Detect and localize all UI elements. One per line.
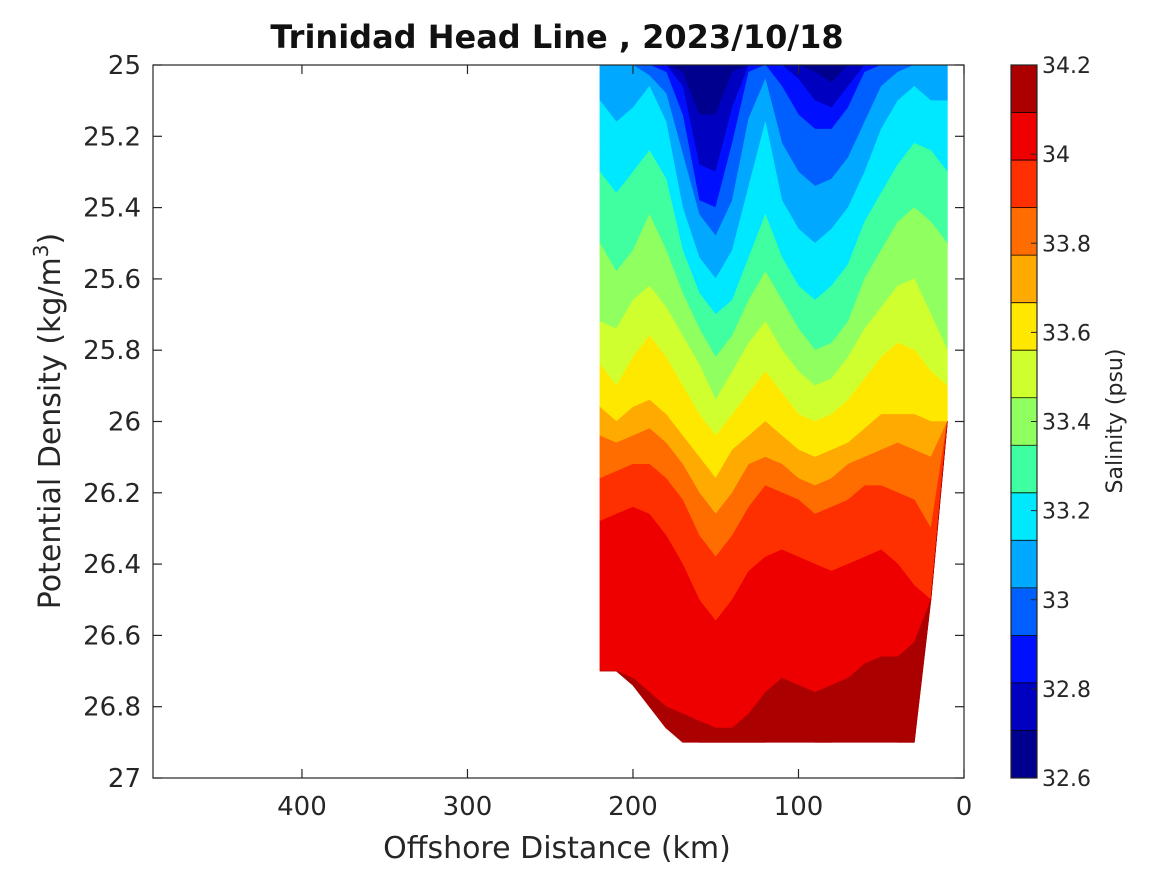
x-axis: 400 300 200 100 0 bbox=[277, 65, 972, 822]
colorbar-segment bbox=[1011, 587, 1037, 636]
y-tick-label: 25.2 bbox=[83, 122, 141, 152]
colorbar-segment bbox=[1011, 302, 1037, 351]
colorbar-segment bbox=[1011, 255, 1037, 304]
colorbar-tick-label: 33.6 bbox=[1042, 321, 1091, 346]
colorbar bbox=[1011, 65, 1037, 779]
plot-area bbox=[599, 64, 948, 743]
y-tick-label: 25.4 bbox=[83, 194, 141, 224]
colorbar-segment bbox=[1011, 112, 1037, 161]
colorbar-segment bbox=[1011, 207, 1037, 256]
x-tick-label: 0 bbox=[956, 792, 973, 822]
colorbar-segment bbox=[1011, 65, 1037, 114]
x-axis-label: Offshore Distance (km) bbox=[383, 831, 731, 866]
y-tick-label: 27 bbox=[108, 764, 141, 794]
y-tick-label: 26.8 bbox=[83, 693, 141, 723]
colorbar-tick-label: 32.8 bbox=[1042, 678, 1091, 703]
colorbar-segment bbox=[1011, 445, 1037, 494]
colorbar-segment bbox=[1011, 350, 1037, 399]
colorbar-segment bbox=[1011, 540, 1037, 589]
colorbar-tick-label: 34.2 bbox=[1042, 54, 1091, 79]
x-tick-label: 100 bbox=[774, 792, 824, 822]
colorbar-tick-label: 33.2 bbox=[1042, 500, 1091, 525]
colorbar-tick-label: 33.4 bbox=[1042, 411, 1091, 436]
y-tick-label: 26 bbox=[108, 408, 141, 438]
y-tick-label: 25.8 bbox=[83, 336, 141, 366]
y-tick-label: 26.2 bbox=[83, 479, 141, 509]
colorbar-ticks: 32.6 32.8 33 33.2 33.4 33.6 33.8 34 34.2 bbox=[1031, 54, 1091, 792]
x-tick-label: 400 bbox=[277, 792, 327, 822]
colorbar-tick-label: 33 bbox=[1042, 589, 1070, 614]
y-tick-label: 25.6 bbox=[83, 265, 141, 295]
colorbar-segment bbox=[1011, 682, 1037, 731]
contour-band bbox=[599, 421, 948, 743]
colorbar-segment bbox=[1011, 635, 1037, 684]
colorbar-segment bbox=[1011, 492, 1037, 541]
x-tick-label: 200 bbox=[608, 792, 658, 822]
colorbar-tick-label: 32.6 bbox=[1042, 767, 1091, 792]
y-tick-label: 25 bbox=[108, 51, 141, 81]
chart-title: Trinidad Head Line , 2023/10/18 bbox=[270, 18, 843, 56]
y-tick-label: 26.6 bbox=[83, 621, 141, 651]
colorbar-tick-label: 33.8 bbox=[1042, 232, 1091, 257]
y-tick-label: 26.4 bbox=[83, 550, 141, 580]
colorbar-label: Salinity (psu) bbox=[1103, 349, 1128, 494]
colorbar-segment bbox=[1011, 730, 1037, 779]
x-tick-label: 300 bbox=[443, 792, 493, 822]
colorbar-tick-label: 34 bbox=[1042, 143, 1070, 168]
y-axis-label: Potential Density (kg/m3) bbox=[29, 233, 68, 609]
colorbar-segment bbox=[1011, 160, 1037, 209]
y-axis: 25 25.2 25.4 25.6 25.8 26 26.2 26.4 26.6 26.8 27 bbox=[83, 51, 964, 794]
